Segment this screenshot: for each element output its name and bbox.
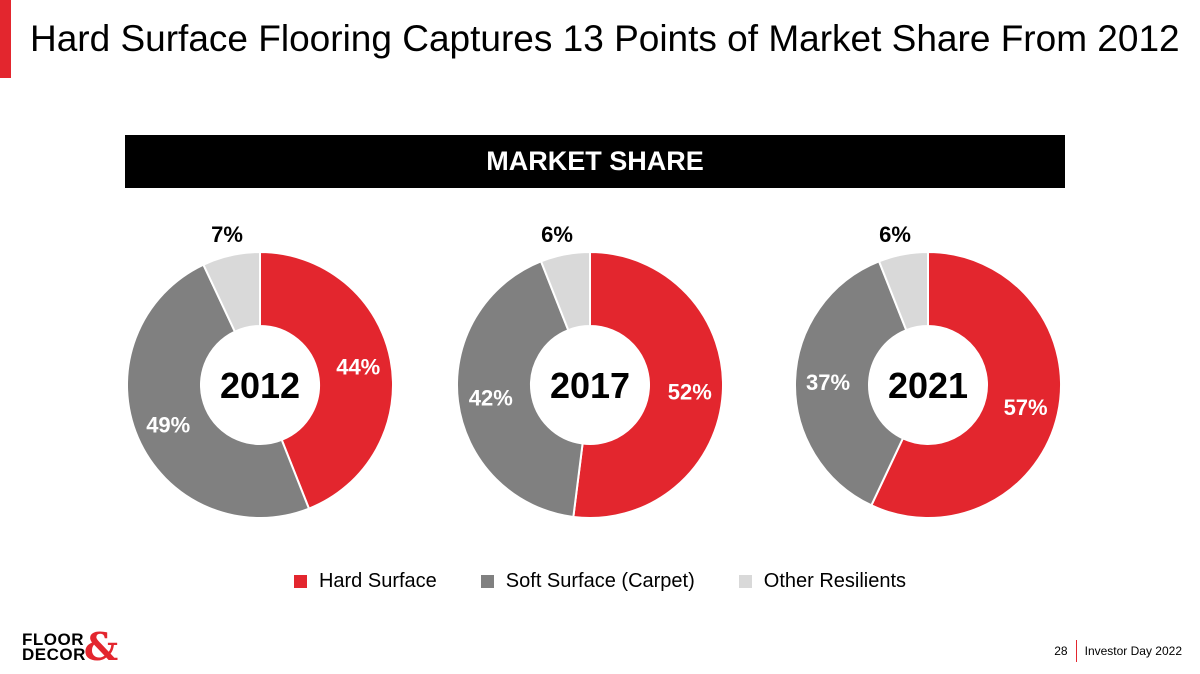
donut-2012-other-resilients-slice (202, 250, 261, 333)
legend-label-hard-surface: Hard Surface (318, 570, 437, 592)
donut-2012-other-resilients-label: 7% (211, 222, 243, 247)
donut-2017-other-resilients-label: 6% (541, 222, 573, 247)
donut-2021-soft-surface-slice (794, 260, 908, 507)
donut-2021-hard-surface-label: 57% (1004, 395, 1048, 420)
donut-2021-other-resilients-label: 6% (879, 222, 911, 247)
accent-bar (0, 0, 11, 78)
donut-2012-hard-surface-label: 44% (336, 354, 380, 379)
donut-charts: 44% 49% 7% 2012 52% 42% 6% 2017 57% 37% 6% 2021 (126, 222, 1062, 519)
legend-swatch-soft-surface (480, 575, 494, 588)
donut-2021-other-resilients-slice (877, 250, 929, 332)
donut-2017-hard-surface-slice (572, 250, 724, 519)
donut-2017-other-resilients-slice (539, 250, 591, 332)
floor-decor-logo: FLOOR DECOR & (22, 624, 119, 669)
donut-2017-soft-surface-label: 42% (469, 386, 513, 411)
donut-2021-hard-surface-slice (870, 250, 1062, 519)
donut-2012-year-label: 2012 (220, 365, 300, 406)
legend-swatch-hard-surface (293, 575, 307, 588)
donut-2017-soft-surface-slice (456, 260, 584, 519)
donut-2021-year-label: 2021 (888, 365, 968, 406)
chart-legend: Hard Surface Soft Surface (Carpet) Other R… (0, 570, 1200, 593)
donut-2012-soft-surface-label: 49% (146, 413, 190, 438)
legend-item-hard-surface: Hard Surface (293, 570, 437, 593)
legend-label-soft-surface: Soft Surface (Carpet) (505, 570, 695, 592)
legend-item-other-resilients: Other Resilients (738, 570, 907, 593)
footer-event: Investor Day 2022 (1084, 644, 1182, 658)
page-number: 28 (1054, 644, 1068, 658)
donut-2012-hard-surface-slice (259, 250, 394, 510)
donut-2021-soft-surface-label: 37% (806, 370, 850, 395)
page-title: Hard Surface Flooring Captures 13 Points… (30, 18, 1180, 59)
donut-2017-hard-surface-label: 52% (668, 379, 712, 404)
logo-ampersand: & (83, 624, 119, 669)
footer-divider (1075, 640, 1077, 662)
legend-swatch-other-resilients (738, 575, 752, 588)
logo-line-2: DECOR (22, 645, 86, 664)
donut-2017-year-label: 2017 (550, 365, 630, 406)
legend-label-other-resilients: Other Resilients (763, 570, 907, 592)
donut-2012-soft-surface-slice (126, 263, 311, 519)
legend-item-soft-surface: Soft Surface (Carpet) (480, 570, 695, 593)
slide-footer: 28 Investor Day 2022 (1054, 640, 1182, 662)
market-share-banner: MARKET SHARE (125, 135, 1065, 188)
logo-line-1: FLOOR (22, 630, 84, 649)
